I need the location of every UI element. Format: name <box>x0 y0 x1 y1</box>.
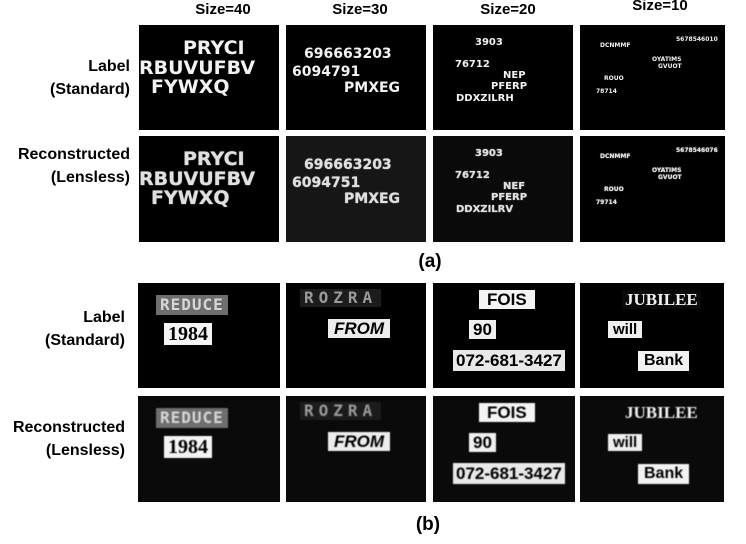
scene-word: ROZRA <box>300 289 382 307</box>
text-line: FYWXQ <box>151 187 230 209</box>
col-header-size-40: Size=40 <box>195 1 251 18</box>
panel-b-recon-2: ROZRA FROM <box>286 396 426 502</box>
text-line: OYATIMS <box>652 167 682 174</box>
panel-b-label-4: JUBILEE will Bank <box>580 283 724 388</box>
scene-word: REDUCE <box>156 295 228 315</box>
text-line: GVUOT <box>658 63 682 70</box>
panel-b-label-2: ROZRA FROM <box>286 283 426 388</box>
scene-word: ROZRA <box>300 402 382 420</box>
scene-word: JUBILEE <box>622 403 701 422</box>
panel-b-recon-1: REDUCE 1984 <box>138 396 280 502</box>
text-line: PMXEG <box>344 80 401 96</box>
text-line: 76712 <box>455 170 490 181</box>
scene-word: JUBILEE <box>622 290 701 309</box>
scene-word: Bank <box>638 464 690 484</box>
scene-word: FOIS <box>479 290 535 309</box>
text-line: DDXZILRH <box>456 93 514 104</box>
panel-b-recon-4: JUBILEE will Bank <box>580 396 724 502</box>
text-line: OYATIMS <box>652 56 682 63</box>
scene-word: will <box>608 434 643 451</box>
row-label-a-standard: Label (Standard) <box>50 58 130 98</box>
scene-word: FROM <box>328 319 391 338</box>
text-line: RBUVUFBV <box>139 168 256 190</box>
panel-b-label-3: FOIS 90 072-681-3427 <box>433 283 575 388</box>
text-line: FYWXQ <box>151 76 230 98</box>
panel-b-label-1: REDUCE 1984 <box>138 283 280 388</box>
text-line: PRYCI <box>183 148 245 170</box>
scene-word: REDUCE <box>156 408 228 428</box>
panel-a-label-size20: 3903 76712 NEP PFERP DDXZILRH <box>433 25 573 130</box>
panel-a-recon-size20: 3903 76712 NEF PFERP DDXZILRV <box>433 136 573 242</box>
scene-word: Bank <box>638 351 690 371</box>
panel-a-label-size10: DCNMMF 5678546010 OYATIMS GVUOT ROUO 787… <box>580 25 725 130</box>
col-header-size-20: Size=20 <box>480 1 536 18</box>
text-line: RBUVUFBV <box>139 57 256 79</box>
text-line: 78714 <box>596 88 617 95</box>
panel-b-recon-3: FOIS 90 072-681-3427 <box>433 396 575 502</box>
text-line: 696663203 <box>304 46 392 62</box>
text-line: 6094751 <box>292 175 361 191</box>
text-line: PFERP <box>491 81 528 92</box>
text-line: 79714 <box>596 199 617 206</box>
scene-word: 1984 <box>164 436 212 458</box>
scene-word: 1984 <box>164 323 212 345</box>
text-line: ROUO <box>604 75 624 82</box>
scene-word: FOIS <box>479 403 535 422</box>
text-line: PRYCI <box>183 37 245 59</box>
text-line: DDXZILRV <box>456 204 514 215</box>
text-line: 3903 <box>475 148 503 159</box>
text-line: 6094791 <box>292 64 361 80</box>
caption-b: (b) <box>415 514 441 535</box>
text-line: DCNMMF <box>600 153 631 160</box>
text-line: 5678546010 <box>676 36 718 43</box>
row-label-b-standard: Label (Standard) <box>45 309 125 349</box>
col-header-size-30: Size=30 <box>332 1 388 18</box>
scene-word: 072-681-3427 <box>453 463 565 484</box>
scene-word: 072-681-3427 <box>453 350 565 371</box>
text-line: PFERP <box>491 192 528 203</box>
panel-a-recon-size40: PRYCI RBUVUFBV FYWXQ <box>139 136 279 242</box>
caption-a: (a) <box>418 251 442 272</box>
text-line: NEP <box>503 70 526 81</box>
scene-word: 90 <box>469 433 496 452</box>
row-label-b-lensless: Reconstructed (Lensless) <box>12 419 125 459</box>
text-line: 76712 <box>455 59 490 70</box>
panel-a-recon-size30: 696663203 6094751 PMXEG <box>286 136 426 242</box>
scene-word: will <box>608 321 643 338</box>
scene-word: FROM <box>328 432 391 451</box>
text-line: DCNMMF <box>600 42 631 49</box>
scene-word: 90 <box>469 320 496 339</box>
text-line: GVUOT <box>658 174 682 181</box>
text-line: PMXEG <box>344 191 401 207</box>
text-line: NEF <box>503 181 526 192</box>
text-line: 5678546076 <box>676 147 718 154</box>
text-line: 3903 <box>475 37 503 48</box>
row-label-a-lensless: Reconstructed (Lensless) <box>17 146 130 186</box>
col-header-size-10: Size=10 <box>632 0 688 14</box>
panel-a-label-size40: PRYCI RBUVUFBV FYWXQ <box>139 25 279 130</box>
panel-a-label-size30: 696663203 6094791 PMXEG <box>286 25 426 130</box>
panel-a-recon-size10: DCNMMF 5678546076 OYATIMS GVUOT ROUO 797… <box>580 136 725 242</box>
text-line: ROUO <box>604 186 624 193</box>
text-line: 696663203 <box>304 157 392 173</box>
